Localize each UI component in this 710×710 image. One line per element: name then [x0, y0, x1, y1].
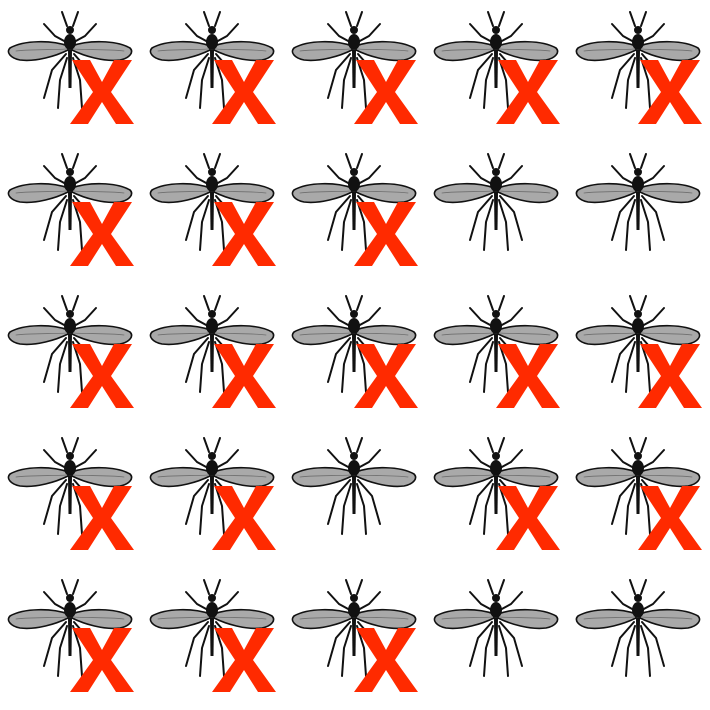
mosquito-drawing	[8, 12, 131, 108]
mosquito-icon	[142, 0, 284, 142]
mosquito-drawing	[150, 296, 273, 392]
mosquito-cell	[0, 568, 142, 710]
mosquito-icon	[0, 426, 142, 568]
mosquito-cell	[284, 284, 426, 426]
red-x-mark-icon	[496, 486, 560, 550]
red-x-mark-icon	[638, 60, 702, 124]
mosquito-icon	[568, 284, 710, 426]
mosquito-drawing	[292, 296, 415, 392]
mosquito-drawing	[576, 438, 699, 534]
mosquito-cell	[142, 426, 284, 568]
mosquito-cell	[284, 426, 426, 568]
mosquito-cell	[0, 142, 142, 284]
mosquito-drawing	[434, 154, 557, 250]
mosquito-icon	[284, 426, 426, 568]
mosquito-cell	[284, 568, 426, 710]
mosquito-cell	[284, 0, 426, 142]
mosquito-drawing	[576, 296, 699, 392]
mosquito-cell	[426, 284, 568, 426]
mosquito-drawing	[8, 580, 131, 676]
mosquito-icon	[284, 0, 426, 142]
red-x-mark-icon	[212, 202, 276, 266]
mosquito-drawing	[292, 580, 415, 676]
mosquito-drawing	[150, 580, 273, 676]
mosquito-icon	[0, 284, 142, 426]
mosquito-cell	[426, 426, 568, 568]
mosquito-cell	[142, 142, 284, 284]
red-x-mark-icon	[212, 628, 276, 692]
mosquito-icon	[284, 142, 426, 284]
mosquito-drawing	[434, 580, 557, 676]
red-x-mark-icon	[638, 344, 702, 408]
mosquito-cell	[568, 568, 710, 710]
mosquito-icon	[284, 568, 426, 710]
mosquito-icon	[568, 568, 710, 710]
mosquito-drawing	[8, 296, 131, 392]
mosquito-icon	[284, 284, 426, 426]
mosquito-drawing	[292, 154, 415, 250]
mosquito-drawing	[434, 12, 557, 108]
mosquito-icon	[142, 568, 284, 710]
mosquito-icon	[0, 0, 142, 142]
mosquito-icon	[0, 142, 142, 284]
mosquito-cell	[426, 142, 568, 284]
mosquito-icon	[426, 284, 568, 426]
mosquito-cell	[426, 0, 568, 142]
mosquito-icon	[142, 284, 284, 426]
red-x-mark-icon	[354, 60, 418, 124]
mosquito-icon	[142, 142, 284, 284]
mosquito-icon	[568, 0, 710, 142]
red-x-mark-icon	[70, 486, 134, 550]
mosquito-icon	[568, 426, 710, 568]
mosquito-icon	[426, 142, 568, 284]
red-x-mark-icon	[354, 202, 418, 266]
mosquito-drawing	[576, 12, 699, 108]
mosquito-cell	[142, 284, 284, 426]
mosquito-drawing	[434, 296, 557, 392]
mosquito-cell	[568, 0, 710, 142]
red-x-mark-icon	[496, 344, 560, 408]
mosquito-cell	[142, 0, 284, 142]
mosquito-cell	[568, 284, 710, 426]
mosquito-cell	[568, 142, 710, 284]
red-x-mark-icon	[354, 344, 418, 408]
mosquito-cell	[0, 426, 142, 568]
mosquito-icon	[426, 568, 568, 710]
red-x-mark-icon	[70, 202, 134, 266]
red-x-mark-icon	[354, 628, 418, 692]
mosquito-cell	[0, 0, 142, 142]
mosquito-drawing	[292, 12, 415, 108]
mosquito-icon	[142, 426, 284, 568]
mosquito-icon	[0, 568, 142, 710]
mosquito-icon	[568, 142, 710, 284]
mosquito-cell	[284, 142, 426, 284]
red-x-mark-icon	[212, 486, 276, 550]
red-x-mark-icon	[70, 628, 134, 692]
mosquito-drawing	[576, 154, 699, 250]
red-x-mark-icon	[70, 60, 134, 124]
mosquito-drawing	[150, 12, 273, 108]
mosquito-drawing	[292, 438, 415, 534]
red-x-mark-icon	[70, 344, 134, 408]
mosquito-drawing	[150, 438, 273, 534]
red-x-mark-icon	[496, 60, 560, 124]
mosquito-icon	[426, 0, 568, 142]
mosquito-cell	[568, 426, 710, 568]
red-x-mark-icon	[212, 344, 276, 408]
mosquito-drawing	[8, 438, 131, 534]
red-x-mark-icon	[212, 60, 276, 124]
mosquito-drawing	[576, 580, 699, 676]
mosquito-drawing	[150, 154, 273, 250]
mosquito-icon	[426, 426, 568, 568]
red-x-mark-icon	[638, 486, 702, 550]
mosquito-drawing	[434, 438, 557, 534]
mosquito-cell	[426, 568, 568, 710]
mosquito-cell	[142, 568, 284, 710]
mosquito-drawing	[8, 154, 131, 250]
mosquito-cell	[0, 284, 142, 426]
